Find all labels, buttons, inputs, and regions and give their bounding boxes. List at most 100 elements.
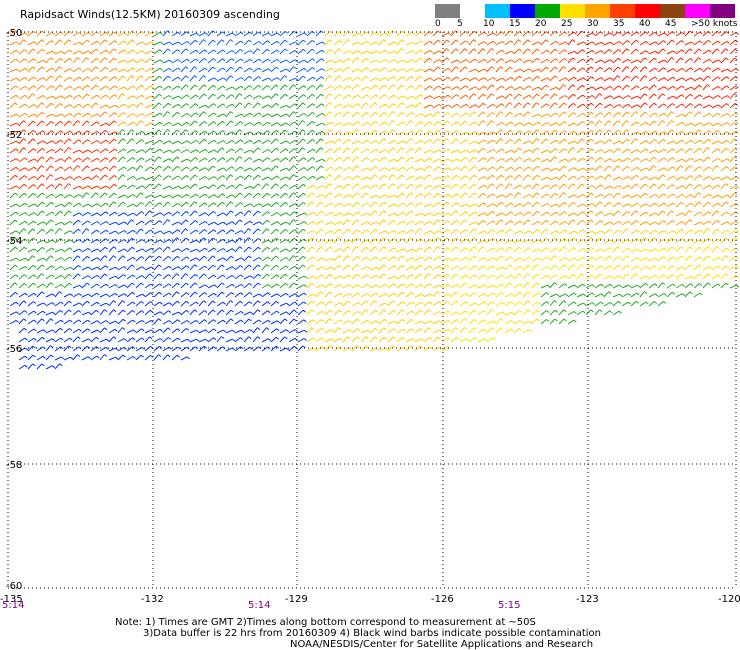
wind-barb-flag	[563, 130, 568, 133]
wind-barb	[684, 202, 692, 208]
wind-barb-flag	[213, 77, 218, 81]
wind-barb	[585, 219, 592, 226]
wind-barb	[576, 283, 584, 289]
wind-barb-flag	[419, 228, 423, 231]
wind-barb-flag	[393, 238, 397, 241]
wind-barb	[216, 147, 222, 154]
wind-barb-flag	[383, 138, 387, 142]
wind-barb-flag	[574, 140, 578, 144]
wind-barb-flag	[159, 31, 163, 35]
wind-barb-flag	[528, 68, 533, 72]
wind-barb-flag	[617, 129, 621, 133]
wind-barb-flag	[429, 130, 433, 134]
wind-barb	[468, 228, 475, 235]
wind-barb	[126, 148, 134, 154]
wind-barb	[459, 175, 466, 181]
wind-barb-flag	[554, 255, 558, 258]
wind-barb	[360, 212, 368, 217]
wind-barb-flag	[195, 49, 199, 53]
wind-barb	[585, 284, 593, 289]
wind-barb-flag	[366, 202, 370, 206]
wind-barb	[36, 102, 42, 109]
wind-barb-flag	[582, 194, 586, 197]
wind-barb-flag	[347, 139, 352, 142]
wind-barb	[306, 221, 314, 226]
wind-barb-flag	[96, 140, 100, 143]
wind-barb-flag	[564, 275, 569, 279]
wind-barb	[594, 149, 602, 154]
wind-barb-flag	[87, 212, 91, 215]
wind-barb	[369, 201, 376, 208]
wind-barb	[531, 220, 539, 226]
wind-barb-flag	[635, 66, 639, 69]
wind-barb	[243, 203, 251, 208]
wind-barb-flag	[591, 95, 595, 98]
wind-barb-flag	[267, 68, 272, 72]
wind-barb-flag	[87, 157, 91, 160]
wind-barb	[144, 194, 152, 199]
wind-barb-flag	[330, 157, 334, 160]
wind-barb	[585, 302, 593, 307]
wind-barb-flag	[519, 301, 523, 304]
wind-barb-flag	[205, 185, 209, 189]
wind-barb-flag	[60, 257, 64, 260]
wind-barb-flag	[366, 122, 370, 125]
wind-barb	[702, 84, 708, 91]
wind-barb-flag	[555, 274, 559, 277]
wind-barb	[306, 103, 313, 109]
wind-barb	[387, 30, 393, 37]
wind-barb-flag	[438, 77, 443, 81]
wind-barb	[531, 201, 538, 208]
wind-barb-flag	[294, 59, 299, 63]
wind-barb-flag	[203, 75, 207, 78]
wind-barb	[585, 175, 593, 181]
wind-barb	[261, 32, 269, 37]
wind-barb-flag	[347, 246, 351, 249]
wind-barb-flag	[501, 31, 505, 35]
wind-barb	[234, 102, 240, 109]
wind-barb	[630, 273, 636, 280]
wind-barb-flag	[698, 111, 702, 115]
wind-barb-flag	[734, 192, 738, 196]
wind-barb	[639, 257, 647, 262]
wind-barb-flag	[492, 40, 496, 44]
wind-barb	[648, 202, 656, 208]
wind-barb-flag	[663, 265, 667, 269]
wind-barb-flag	[185, 66, 189, 70]
wind-barb	[360, 265, 368, 271]
wind-barb	[36, 264, 43, 271]
wind-barb-flag	[383, 264, 387, 268]
wind-barb-flag	[257, 85, 262, 88]
wind-barb-flag	[718, 176, 722, 180]
wind-barb	[378, 293, 386, 298]
wind-barb	[387, 84, 394, 91]
wind-barb-flag	[491, 120, 495, 123]
wind-barb	[243, 228, 249, 235]
wind-barb-flag	[464, 183, 468, 187]
wind-barb	[153, 93, 160, 100]
wind-barb-flag	[691, 122, 695, 126]
wind-barb-flag	[105, 85, 109, 89]
wind-barb	[657, 183, 664, 190]
wind-barb-flag	[213, 157, 217, 161]
wind-barb-flag	[15, 185, 20, 189]
wind-barb-flag	[637, 95, 641, 99]
wind-barb	[459, 131, 467, 136]
wind-barb-flag	[619, 158, 623, 162]
wind-barb-flag	[438, 265, 442, 269]
wind-barb-flag	[519, 212, 523, 215]
wind-barb	[351, 50, 359, 55]
wind-barb	[405, 274, 412, 280]
wind-barb	[216, 264, 223, 271]
wind-barb	[99, 49, 107, 55]
wind-barb-flag	[33, 76, 37, 80]
wind-barb	[18, 192, 25, 199]
wind-barb-flag	[609, 265, 613, 269]
wind-barb-flag	[177, 49, 181, 52]
wind-barb-flag	[186, 58, 190, 62]
wind-barb-flag	[105, 166, 109, 170]
wind-barb	[459, 103, 467, 109]
wind-barb	[495, 301, 503, 307]
wind-barb	[351, 273, 358, 280]
wind-barb-flag	[284, 39, 288, 43]
